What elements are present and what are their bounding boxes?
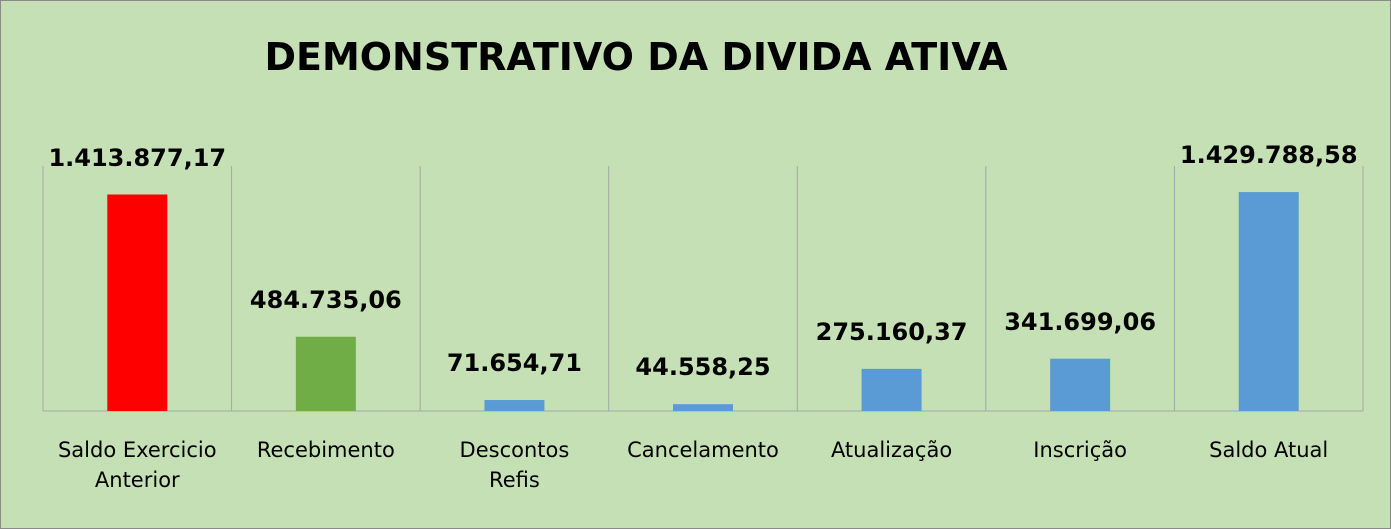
bar: [861, 368, 922, 411]
chart-title: DEMONSTRATIVO DA DIVIDA ATIVA: [264, 35, 1008, 79]
data-label: 275.160,37: [815, 317, 968, 346]
bar: [1050, 358, 1111, 411]
x-tick-label: Saldo Exercicio Anterior: [57, 438, 217, 492]
bar: [295, 336, 356, 411]
x-tick-label: Atualização: [830, 438, 953, 462]
data-label: 71.654,71: [446, 349, 582, 378]
x-tick-label: Saldo Atual: [1209, 438, 1329, 462]
x-tick-label: Inscrição: [1033, 438, 1127, 462]
bar: [107, 194, 168, 411]
data-label: 341.699,06: [1004, 307, 1157, 336]
bar: [484, 400, 545, 411]
x-tick-label: Descontos Refis: [459, 438, 570, 492]
x-tick-label: Recebimento: [256, 438, 395, 462]
data-label: 1.413.877,17: [48, 143, 227, 172]
data-label: 484.735,06: [249, 285, 402, 314]
bar: [1238, 192, 1299, 411]
data-label: 44.558,25: [635, 353, 771, 382]
bar: [673, 404, 733, 411]
x-tick-label: Cancelamento: [627, 438, 779, 462]
data-label: 1.429.788,58: [1179, 141, 1358, 170]
